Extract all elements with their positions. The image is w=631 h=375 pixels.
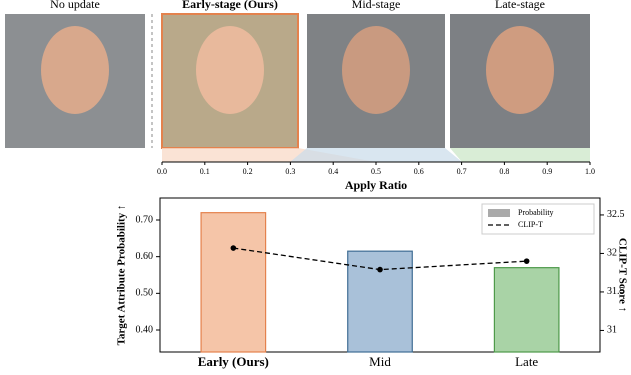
face (486, 26, 554, 114)
face (196, 26, 264, 114)
ratio-tick-label: 0.5 (371, 167, 381, 176)
panel-label: Late-stage (495, 0, 545, 11)
legend-label: CLIP-T (518, 220, 543, 229)
stage-range (290, 148, 462, 162)
y2-tick-label: 31 (607, 325, 617, 336)
y-tick-label: 0.70 (136, 214, 154, 225)
ratio-tick-label: 0.6 (414, 167, 424, 176)
face (342, 26, 410, 114)
bar (348, 251, 413, 352)
y2-tick-label: 32 (607, 248, 617, 259)
y-tick-label: 0.40 (136, 324, 154, 335)
ratio-tick-label: 0.9 (542, 167, 552, 176)
y-tick-label: 0.50 (136, 288, 154, 299)
ratio-tick-label: 0.0 (157, 167, 167, 176)
point (231, 245, 237, 251)
ratio-tick-label: 1.0 (585, 167, 595, 176)
ratio-tick-label: 0.8 (499, 167, 509, 176)
point (524, 258, 530, 264)
panel-label: No update (50, 0, 100, 11)
y2-tick-label: 31.5 (607, 286, 625, 297)
y2-tick-label: 32.5 (607, 209, 625, 220)
point (377, 267, 383, 273)
bar (201, 213, 266, 352)
panel-label: Early-stage (Ours) (182, 0, 278, 11)
panel-label: Mid-stage (352, 0, 401, 11)
y2-axis-label: CLIP-T Score ↑ (616, 238, 628, 312)
ratio-tick-label: 0.4 (328, 167, 338, 176)
ratio-tick-label: 0.2 (243, 167, 253, 176)
images (5, 14, 590, 162)
legend-label: Probability (518, 208, 554, 217)
x-tick-label: Mid (369, 354, 391, 369)
x-tick-label: Late (515, 354, 538, 369)
stage-range (450, 148, 590, 162)
figure: No update Early-stage (Ours) Mid-stage L… (0, 0, 631, 370)
ratio-axis-label: Apply Ratio (345, 178, 407, 192)
y-axis-label: Target Attribute Probability ↑ (116, 205, 128, 346)
ratio-tick-label: 0.1 (200, 167, 210, 176)
legend-swatch (488, 209, 510, 217)
x-tick-label: Early (Ours) (198, 354, 269, 369)
bar (494, 268, 559, 352)
ratio-tick-label: 0.3 (285, 167, 295, 176)
ratio-tick-label: 0.7 (457, 167, 467, 176)
face (41, 26, 109, 114)
y-tick-label: 0.60 (136, 251, 154, 262)
